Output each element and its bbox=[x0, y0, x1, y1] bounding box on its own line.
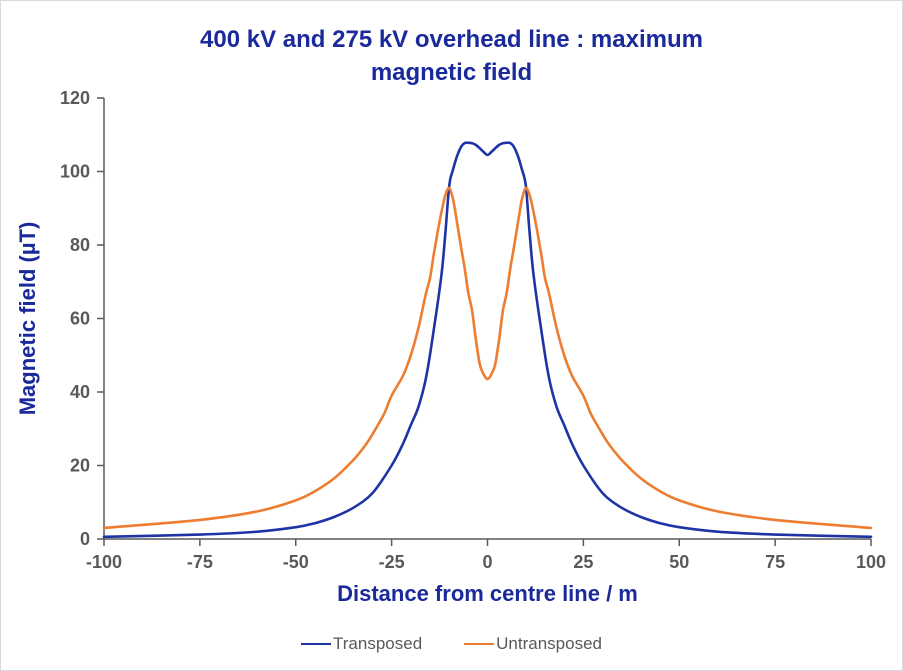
legend-item-transposed: Transposed bbox=[301, 634, 422, 654]
y-tick-label: 0 bbox=[80, 529, 90, 549]
x-tick-label: 50 bbox=[669, 552, 689, 572]
x-tick-label: -100 bbox=[86, 552, 122, 572]
chart-title-line1: 400 kV and 275 kV overhead line : maximu… bbox=[200, 26, 703, 53]
x-tick-label: 0 bbox=[482, 552, 492, 572]
legend: Transposed Untransposed bbox=[1, 634, 902, 654]
untransposed-line-swatch bbox=[464, 643, 495, 645]
y-tick-label: 60 bbox=[70, 309, 90, 329]
untransposed-line bbox=[102, 186, 873, 530]
x-tick-label: 100 bbox=[856, 552, 886, 572]
x-tick-label: 25 bbox=[573, 552, 593, 572]
y-axis-title: Magnetic field (µT) bbox=[15, 222, 40, 416]
x-axis-title: Distance from centre line / m bbox=[337, 581, 638, 606]
y-tick-label: 100 bbox=[60, 162, 90, 182]
y-tick-label: 40 bbox=[70, 382, 90, 402]
chart-title-line2: magnetic field bbox=[370, 59, 533, 86]
legend-label-transposed: Transposed bbox=[333, 634, 423, 653]
legend-item-untransposed: Untransposed bbox=[464, 634, 602, 654]
y-tick-label: 20 bbox=[70, 456, 90, 476]
transposed-line bbox=[102, 141, 873, 539]
x-tick-label: 75 bbox=[765, 552, 785, 572]
chart-title: 400 kV and 275 kV overhead line : maximu… bbox=[1, 23, 902, 89]
y-tick-label: 80 bbox=[70, 235, 90, 255]
x-tick-label: -75 bbox=[187, 552, 213, 572]
x-tick-label: -50 bbox=[283, 552, 309, 572]
x-tick-label: -25 bbox=[379, 552, 405, 572]
transposed-line-swatch bbox=[301, 643, 331, 645]
legend-label-untransposed: Untransposed bbox=[496, 634, 602, 653]
y-tick-label: 120 bbox=[60, 88, 90, 108]
